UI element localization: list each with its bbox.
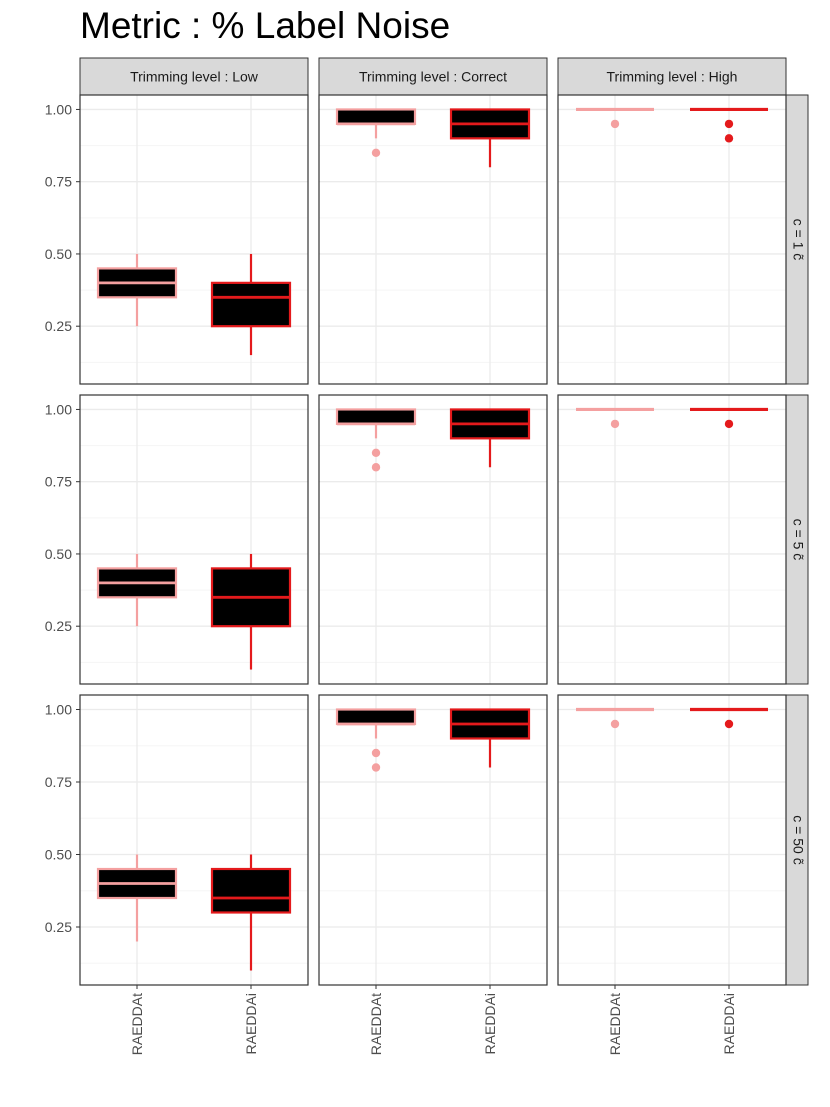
y-tick-label: 0.75	[45, 174, 72, 190]
x-tick-label: RAEDDAi	[482, 993, 498, 1054]
box-outlier	[371, 763, 381, 772]
box-outlier	[724, 119, 734, 129]
column-strip-label: Trimming level : High	[607, 69, 738, 85]
panel-border	[318, 694, 548, 986]
box-outlier	[371, 748, 381, 758]
x-tick-label: RAEDDAt	[129, 993, 145, 1055]
facet-panel	[318, 94, 548, 385]
column-strip-label: Trimming level : Correct	[359, 69, 507, 85]
y-tick-label: 0.50	[45, 847, 72, 863]
row-strip-label: c = 5 c̃	[790, 519, 806, 561]
box-outlier	[724, 419, 734, 429]
panel-border	[79, 694, 309, 986]
x-tick-label: RAEDDAt	[607, 993, 623, 1055]
y-tick-label: 0.75	[45, 474, 72, 490]
box-outlier	[371, 148, 381, 157]
box-body	[335, 408, 417, 426]
box-body	[335, 708, 417, 726]
panel-border	[557, 94, 787, 385]
box-outlier	[371, 448, 381, 457]
box-outlier	[610, 119, 620, 129]
y-tick-label: 0.75	[45, 774, 72, 790]
facet-panels: Trimming level : Low Trimming level : Cor…	[45, 57, 809, 1055]
facet-panel: RAEDDAt RAEDDAi	[318, 694, 548, 1055]
y-tick-label: 0.25	[45, 919, 72, 935]
facet-panel: 0.25 0.50 0.75 1.00 RAEDDAt RAEDDAi	[45, 694, 309, 1055]
facet-panel	[557, 94, 787, 385]
panel-border	[557, 394, 787, 685]
column-strip-label: Trimming level : Low	[130, 69, 259, 85]
box-outlier	[724, 719, 734, 729]
column-strip	[79, 57, 309, 96]
x-tick-label: RAEDDAt	[368, 993, 384, 1055]
y-tick-label: 0.50	[45, 246, 72, 262]
facet-panel	[318, 394, 548, 685]
y-tick-label: 0.50	[45, 546, 72, 562]
box-body	[210, 867, 292, 914]
y-tick-label: 0.25	[45, 618, 72, 634]
x-tick-label: RAEDDAi	[243, 993, 259, 1054]
row-strip-label: c = 1 c̃	[790, 219, 806, 261]
panel-border	[79, 394, 309, 685]
box-outlier	[610, 419, 620, 429]
x-tick-label: RAEDDAi	[721, 993, 737, 1054]
y-tick-label: 0.25	[45, 318, 72, 334]
panel-border	[318, 394, 548, 685]
box-body	[210, 281, 292, 328]
panel-border	[318, 94, 548, 385]
box-body	[335, 108, 417, 125]
y-tick-label: 1.00	[45, 702, 72, 718]
chart-title: Metric : % Label Noise	[80, 5, 450, 46]
column-strip	[318, 57, 548, 96]
facet-panel	[557, 394, 787, 685]
panel-border	[557, 694, 787, 986]
y-tick-label: 1.00	[45, 401, 72, 417]
box-outlier	[724, 134, 734, 143]
facet-panel: 0.25 0.50 0.75 1.00	[45, 94, 309, 385]
row-strip-label: c = 50 c̃	[790, 815, 806, 864]
column-strip	[557, 57, 787, 96]
panel-border	[79, 94, 309, 385]
box-outlier	[371, 463, 381, 472]
box-outlier	[610, 719, 620, 729]
facet-panel: 0.25 0.50 0.75 1.00	[45, 394, 309, 685]
y-tick-label: 1.00	[45, 101, 72, 117]
facet-panel: RAEDDAt RAEDDAi	[557, 694, 787, 1055]
